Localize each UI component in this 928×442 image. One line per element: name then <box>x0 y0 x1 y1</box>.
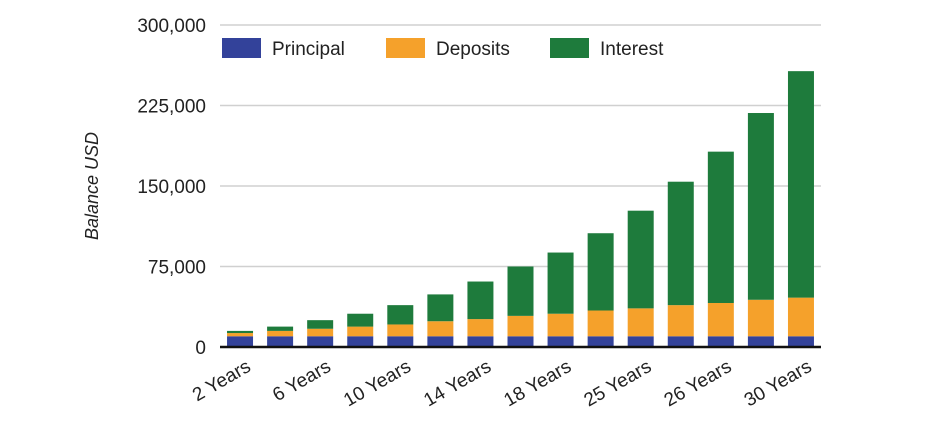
bar-principal <box>467 336 494 347</box>
bar-interest <box>387 305 414 325</box>
x-tick-label: 2 Years <box>189 356 254 406</box>
y-tick-label: 150,000 <box>137 177 206 198</box>
bar-interest <box>627 210 654 309</box>
y-tick-label: 225,000 <box>137 97 206 118</box>
legend-label-deposits: Deposits <box>436 39 510 60</box>
bar-deposits <box>227 333 254 337</box>
bar-deposits <box>627 308 654 337</box>
bar-interest <box>347 313 374 327</box>
bar-interest <box>787 71 814 298</box>
bar-deposits <box>707 302 734 337</box>
bar-interest <box>667 181 694 306</box>
x-tick-label: 30 Years <box>741 356 816 411</box>
y-axis-ticks: 0 75,000 150,000 225,000 300,000 <box>137 16 206 359</box>
bar-principal <box>427 336 454 347</box>
x-tick-label: 26 Years <box>661 356 736 411</box>
bar-principal <box>507 336 534 347</box>
bar-principal <box>707 336 734 347</box>
x-tick-label: 10 Years <box>340 356 415 411</box>
bar-deposits <box>307 328 334 337</box>
bar-deposits <box>467 319 494 337</box>
bar-interest <box>467 281 494 320</box>
bar-deposits <box>667 305 694 337</box>
x-tick-label: 14 Years <box>420 356 495 411</box>
bar-interest <box>547 252 574 314</box>
legend-label-interest: Interest <box>600 39 664 60</box>
bar-principal <box>347 336 374 347</box>
bar-interest <box>427 294 454 322</box>
bar-deposits <box>787 297 814 337</box>
y-tick-label: 0 <box>195 338 206 359</box>
bar-deposits <box>747 299 774 337</box>
legend-swatch-interest <box>550 38 589 58</box>
bar-deposits <box>507 315 534 337</box>
y-tick-label: 300,000 <box>137 16 206 37</box>
bars <box>227 71 814 347</box>
y-tick-label: 75,000 <box>148 258 206 279</box>
bar-principal <box>267 336 294 347</box>
legend-swatch-principal <box>222 38 261 58</box>
x-tick-label: 6 Years <box>269 356 334 406</box>
bar-deposits <box>427 321 454 337</box>
bar-interest <box>587 233 614 311</box>
bar-deposits <box>387 324 414 337</box>
bar-principal <box>387 336 414 347</box>
bar-principal <box>747 336 774 347</box>
bar-principal <box>547 336 574 347</box>
bar-principal <box>787 336 814 347</box>
legend-swatch-deposits <box>386 38 425 58</box>
bar-interest <box>707 151 734 303</box>
bar-deposits <box>347 326 374 337</box>
bar-interest <box>267 326 294 331</box>
bar-interest <box>227 330 254 334</box>
y-axis-label: Balance USD <box>82 132 102 240</box>
bar-deposits <box>267 330 294 337</box>
x-tick-label: 18 Years <box>501 356 576 411</box>
x-axis-ticks: 2 Years 6 Years 10 Years 14 Years 18 Years 25… <box>189 356 815 411</box>
legend-label-principal: Principal <box>272 39 345 60</box>
bar-principal <box>627 336 654 347</box>
bar-deposits <box>587 310 614 337</box>
bar-principal <box>587 336 614 347</box>
bar-interest <box>307 320 334 329</box>
bar-interest <box>507 266 534 316</box>
legend: Principal Deposits Interest <box>222 38 664 60</box>
bar-principal <box>227 336 254 347</box>
bar-principal <box>307 336 334 347</box>
x-tick-label: 25 Years <box>581 356 656 411</box>
bar-principal <box>667 336 694 347</box>
bar-deposits <box>547 313 574 337</box>
bar-interest <box>747 113 774 300</box>
